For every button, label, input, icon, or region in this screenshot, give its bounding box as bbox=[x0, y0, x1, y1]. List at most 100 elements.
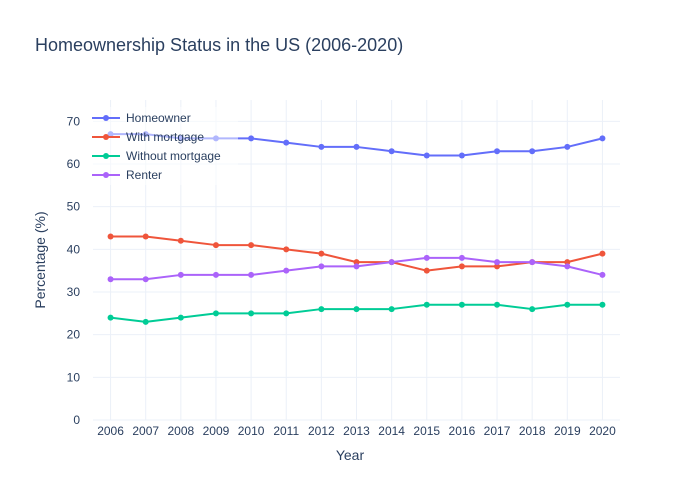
x-axis-ticks: 2006 2007 2008 2009 2010 2011 2012 2013 2014 2015… bbox=[97, 424, 616, 438]
data-point[interactable] bbox=[423, 267, 430, 274]
legend-swatch-marker bbox=[103, 134, 109, 140]
data-point[interactable] bbox=[458, 152, 465, 159]
data-point[interactable] bbox=[248, 135, 255, 142]
data-point[interactable] bbox=[494, 259, 501, 266]
x-tick-label: 2015 bbox=[413, 424, 440, 438]
x-tick-label: 2013 bbox=[343, 424, 370, 438]
y-tick-label: 10 bbox=[67, 370, 81, 384]
y-axis-title: Percentage (%) bbox=[32, 211, 48, 308]
data-point[interactable] bbox=[142, 318, 149, 325]
data-point[interactable] bbox=[494, 148, 501, 155]
data-point[interactable] bbox=[353, 259, 360, 266]
data-point[interactable] bbox=[283, 310, 290, 317]
legend-item[interactable]: With mortgage bbox=[92, 130, 204, 144]
data-point[interactable] bbox=[494, 301, 501, 308]
data-point[interactable] bbox=[564, 259, 571, 266]
data-point[interactable] bbox=[248, 242, 255, 249]
data-point[interactable] bbox=[458, 301, 465, 308]
x-tick-label: 2020 bbox=[589, 424, 616, 438]
series-without-mortgage bbox=[107, 301, 606, 325]
legend-label: Without mortgage bbox=[126, 149, 221, 163]
data-point[interactable] bbox=[318, 250, 325, 257]
data-point[interactable] bbox=[423, 301, 430, 308]
x-tick-label: 2017 bbox=[484, 424, 511, 438]
data-point[interactable] bbox=[212, 242, 219, 249]
data-point[interactable] bbox=[353, 143, 360, 150]
y-tick-label: 60 bbox=[67, 157, 81, 171]
legend-swatch-marker bbox=[103, 172, 109, 178]
legend-item[interactable]: Without mortgage bbox=[92, 149, 221, 163]
data-point[interactable] bbox=[423, 152, 430, 159]
data-point[interactable] bbox=[248, 271, 255, 278]
data-point[interactable] bbox=[388, 259, 395, 266]
data-point[interactable] bbox=[599, 135, 606, 142]
data-point[interactable] bbox=[564, 143, 571, 150]
data-point[interactable] bbox=[318, 306, 325, 313]
data-point[interactable] bbox=[283, 139, 290, 146]
data-point[interactable] bbox=[388, 306, 395, 313]
x-tick-label: 2006 bbox=[97, 424, 124, 438]
x-tick-label: 2009 bbox=[203, 424, 230, 438]
x-tick-label: 2016 bbox=[449, 424, 476, 438]
x-tick-label: 2019 bbox=[554, 424, 581, 438]
data-point[interactable] bbox=[177, 237, 184, 244]
y-tick-label: 50 bbox=[67, 200, 81, 214]
data-point[interactable] bbox=[318, 263, 325, 270]
data-point[interactable] bbox=[212, 310, 219, 317]
x-axis-title: Year bbox=[336, 447, 365, 463]
legend-item[interactable]: Renter bbox=[92, 168, 162, 182]
data-point[interactable] bbox=[107, 314, 114, 321]
data-point[interactable] bbox=[248, 310, 255, 317]
y-tick-label: 20 bbox=[67, 328, 81, 342]
series-layer bbox=[107, 131, 606, 325]
data-point[interactable] bbox=[107, 233, 114, 240]
series-with-mortgage bbox=[107, 233, 606, 274]
y-axis-ticks: 0 10 20 30 40 50 60 70 bbox=[67, 114, 81, 427]
data-point[interactable] bbox=[283, 267, 290, 274]
data-point[interactable] bbox=[388, 148, 395, 155]
legend[interactable]: Homeowner With mortgage Without mortgage Re… bbox=[88, 107, 238, 185]
data-point[interactable] bbox=[529, 148, 536, 155]
legend-label: Renter bbox=[126, 168, 162, 182]
data-point[interactable] bbox=[353, 263, 360, 270]
series-renter bbox=[107, 254, 606, 283]
x-tick-label: 2010 bbox=[238, 424, 265, 438]
x-tick-label: 2011 bbox=[273, 424, 299, 438]
data-point[interactable] bbox=[353, 306, 360, 313]
legend-item[interactable]: Homeowner bbox=[92, 111, 191, 125]
x-tick-label: 2018 bbox=[519, 424, 546, 438]
x-tick-label: 2012 bbox=[308, 424, 335, 438]
y-tick-label: 30 bbox=[67, 285, 81, 299]
y-tick-label: 40 bbox=[67, 242, 81, 256]
data-point[interactable] bbox=[458, 254, 465, 261]
data-point[interactable] bbox=[177, 271, 184, 278]
legend-label: With mortgage bbox=[126, 130, 204, 144]
data-point[interactable] bbox=[599, 250, 606, 257]
chart-title: Homeownership Status in the US (2006-202… bbox=[35, 35, 403, 55]
data-point[interactable] bbox=[423, 254, 430, 261]
x-tick-label: 2008 bbox=[167, 424, 194, 438]
data-point[interactable] bbox=[494, 263, 501, 270]
data-point[interactable] bbox=[283, 246, 290, 253]
legend-swatch-marker bbox=[103, 115, 109, 121]
data-point[interactable] bbox=[564, 263, 571, 270]
data-point[interactable] bbox=[142, 233, 149, 240]
data-point[interactable] bbox=[564, 301, 571, 308]
data-point[interactable] bbox=[212, 271, 219, 278]
data-point[interactable] bbox=[142, 276, 149, 283]
data-point[interactable] bbox=[599, 271, 606, 278]
y-tick-label: 70 bbox=[67, 114, 81, 128]
x-tick-label: 2007 bbox=[132, 424, 159, 438]
data-point[interactable] bbox=[529, 306, 536, 313]
data-point[interactable] bbox=[458, 263, 465, 270]
legend-background bbox=[88, 107, 238, 185]
data-point[interactable] bbox=[318, 143, 325, 150]
data-point[interactable] bbox=[529, 259, 536, 266]
x-tick-label: 2014 bbox=[378, 424, 405, 438]
legend-swatch-marker bbox=[103, 153, 109, 159]
data-point[interactable] bbox=[177, 314, 184, 321]
data-point[interactable] bbox=[599, 301, 606, 308]
data-point[interactable] bbox=[107, 276, 114, 283]
